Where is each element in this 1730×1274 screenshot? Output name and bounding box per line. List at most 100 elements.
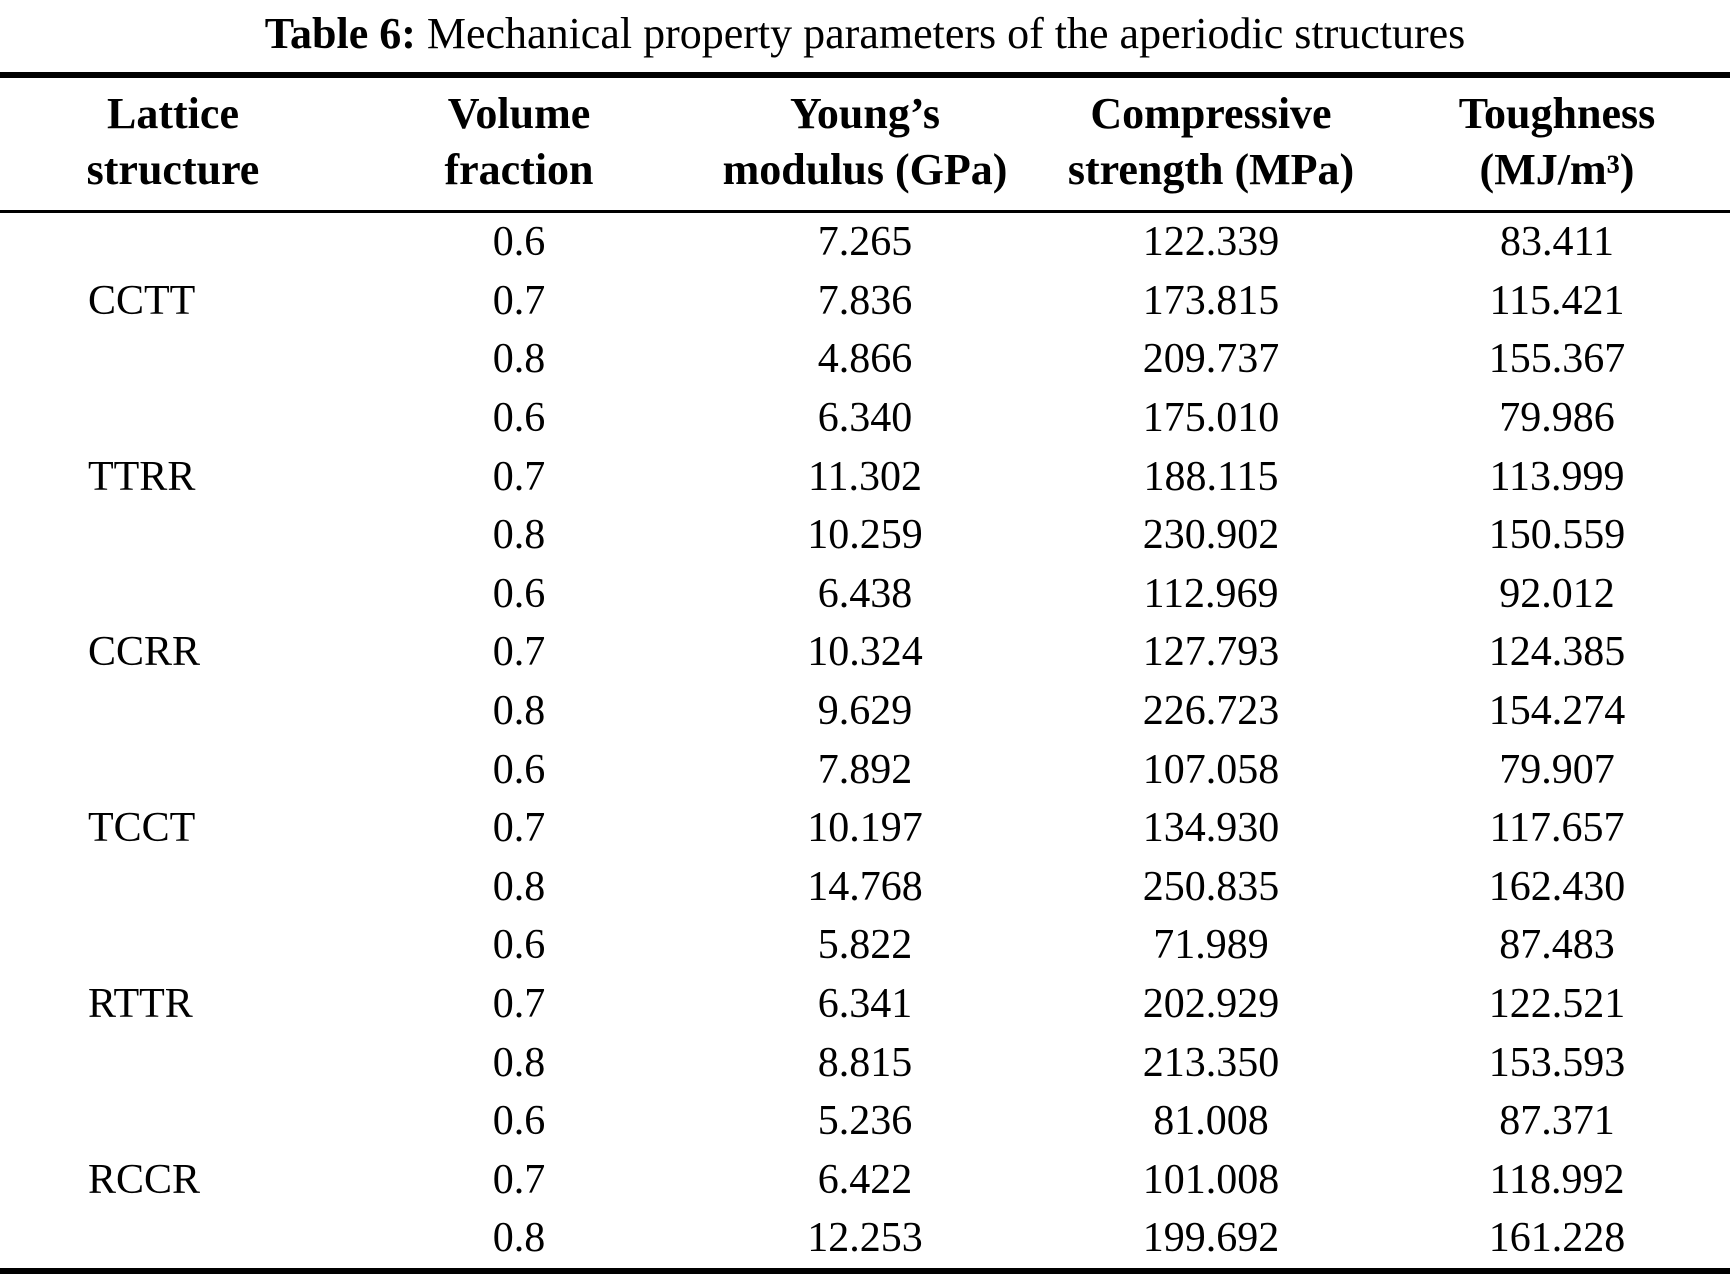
youngs-modulus-cell: 10.259 [807,512,923,559]
toughness-cell: 113.999 [1489,453,1625,500]
toughness-cell: 162.430 [1488,863,1626,910]
table-row: 0.8 4.866 209.737 155.367 [0,330,1730,389]
toughness-cell: 83.411 [1500,219,1614,266]
youngs-modulus-cell: 5.236 [817,1098,913,1145]
toughness-cell: 122.521 [1488,981,1626,1028]
table-row: 0.7 11.302 188.115 113.999 [0,447,1730,506]
volume-fraction-cell: 0.6 [492,219,546,266]
compressive-strength-cell: 122.339 [1142,219,1280,266]
volume-fraction-cell: 0.7 [492,805,546,852]
toughness-cell: 153.593 [1488,1039,1626,1086]
header-toughness: Toughness (MJ/m³) [1458,89,1656,194]
lattice-structure-label: TCCT [88,805,196,852]
table-row: 0.8 8.815 213.350 153.593 [0,1033,1730,1092]
youngs-modulus-cell: 6.422 [817,1156,913,1203]
compressive-strength-cell: 226.723 [1142,688,1280,735]
compressive-strength-cell: 107.058 [1142,746,1280,793]
toughness-cell: 161.228 [1488,1215,1626,1262]
compressive-strength-cell: 101.008 [1142,1156,1280,1203]
toughness-cell: 87.371 [1499,1098,1615,1145]
mechanical-properties-table: Lattice structure Volume fraction Young’… [0,72,1730,1274]
volume-fraction-cell: 0.8 [492,863,546,910]
toughness-cell: 79.986 [1499,395,1615,442]
volume-fraction-cell: 0.6 [492,570,546,617]
table-row: 0.7 6.341 202.929 122.521 [0,975,1730,1034]
youngs-modulus-cell: 6.341 [817,981,913,1028]
compressive-strength-cell: 250.835 [1142,863,1280,910]
toughness-cell: 92.012 [1499,570,1615,617]
lattice-structure-label: RTTR [88,981,193,1028]
header-youngs-modulus: Young’s modulus (GPa) [722,89,1008,194]
youngs-modulus-cell: 5.822 [817,922,913,969]
compressive-strength-cell: 209.737 [1142,336,1280,383]
toughness-cell: 124.385 [1488,629,1626,676]
compressive-strength-cell: 202.929 [1142,981,1280,1028]
table-row: CCTT 0.6 7.265 122.339 83.411 [0,212,1730,324]
toughness-cell: 79.907 [1499,746,1615,793]
compressive-strength-cell: 112.969 [1143,570,1279,617]
lattice-structure-label: CCTT [88,277,196,324]
table-row: RCCR 0.6 5.236 81.008 87.371 [0,1092,1730,1203]
youngs-modulus-cell: 6.340 [817,395,913,442]
table-body: CCTT 0.6 7.265 122.339 83.411 0.7 7.836 173.815… [0,212,1730,1271]
table-row: 0.7 7.836 173.815 115.421 [0,272,1730,331]
compressive-strength-cell: 71.989 [1153,922,1269,969]
youngs-modulus-cell: 6.438 [817,570,913,617]
youngs-modulus-cell: 10.197 [807,805,923,852]
compressive-strength-cell: 127.793 [1142,629,1280,676]
lattice-structure-label: RCCR [88,1156,201,1203]
toughness-cell: 155.367 [1488,336,1626,383]
volume-fraction-cell: 0.8 [492,1215,546,1262]
compressive-strength-cell: 230.902 [1142,512,1280,559]
volume-fraction-cell: 0.8 [492,336,546,383]
youngs-modulus-cell: 10.324 [807,629,923,676]
table-caption-text: Mechanical property parameters of the ap… [426,9,1466,58]
table-row: CCRR 0.6 6.438 112.969 92.012 [0,565,1730,676]
compressive-strength-cell: 173.815 [1142,277,1280,324]
volume-fraction-cell: 0.7 [492,277,546,324]
youngs-modulus-cell: 14.768 [807,863,923,910]
volume-fraction-cell: 0.7 [492,629,546,676]
table-caption-label: Table 6: [264,9,416,58]
table-caption: Table 6: Mechanical property parameters … [0,0,1730,72]
compressive-strength-cell: 81.008 [1153,1098,1269,1145]
volume-fraction-cell: 0.8 [492,688,546,735]
compressive-strength-cell: 213.350 [1142,1039,1280,1086]
header-compressive-strength: Compressive strength (MPa) [1067,89,1355,194]
toughness-cell: 115.421 [1489,277,1625,324]
compressive-strength-cell: 175.010 [1142,395,1280,442]
table-row: TCCT 0.6 7.892 107.058 79.907 [0,740,1730,852]
volume-fraction-cell: 0.6 [492,395,546,442]
youngs-modulus-cell: 7.265 [817,219,913,266]
table-row: RTTR 0.6 5.822 71.989 87.483 [0,916,1730,1027]
toughness-cell: 87.483 [1499,922,1615,969]
table-row: 0.7 10.324 127.793 124.385 [0,623,1730,682]
volume-fraction-cell: 0.6 [492,922,546,969]
table-row: TTRR 0.6 6.340 175.010 79.986 [0,389,1730,500]
compressive-strength-cell: 188.115 [1143,453,1279,500]
table-row: 0.8 9.629 226.723 154.274 [0,682,1730,741]
table-row: 0.8 12.253 199.692 161.228 [0,1209,1730,1271]
youngs-modulus-cell: 12.253 [807,1215,923,1262]
youngs-modulus-cell: 7.892 [817,746,913,793]
table-row: 0.7 6.422 101.008 118.992 [0,1151,1730,1210]
youngs-modulus-cell: 7.836 [817,277,913,324]
volume-fraction-cell: 0.7 [492,981,546,1028]
lattice-structure-label: TTRR [88,453,196,500]
youngs-modulus-cell: 4.866 [817,336,913,383]
toughness-cell: 154.274 [1488,688,1626,735]
youngs-modulus-cell: 11.302 [808,453,922,500]
toughness-cell: 150.559 [1488,512,1626,559]
table-row: 0.8 10.259 230.902 150.559 [0,506,1730,565]
compressive-strength-cell: 199.692 [1142,1215,1280,1262]
volume-fraction-cell: 0.6 [492,746,546,793]
toughness-cell: 118.992 [1489,1156,1625,1203]
table-row: 0.7 10.197 134.930 117.657 [0,799,1730,858]
compressive-strength-cell: 134.930 [1142,805,1280,852]
table-header-row: Lattice structure Volume fraction Young’… [0,75,1730,212]
header-volume-fraction: Volume fraction [444,89,594,194]
header-lattice-structure: Lattice structure [86,89,260,194]
youngs-modulus-cell: 9.629 [817,688,913,735]
toughness-cell: 117.657 [1489,805,1625,852]
